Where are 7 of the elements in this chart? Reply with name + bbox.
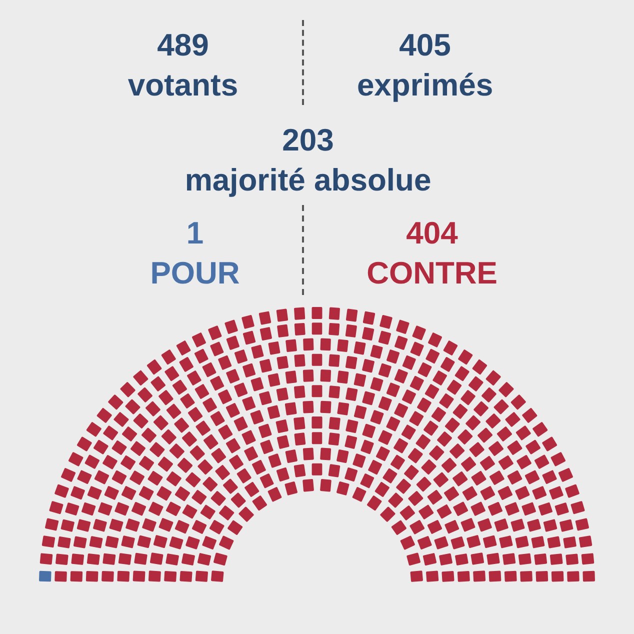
data-label: 404 xyxy=(406,216,459,250)
text: 489 votants xyxy=(128,28,238,102)
text: 405 exprimés xyxy=(356,28,494,102)
text: 203 majorité absolue xyxy=(184,122,432,198)
category-label: POUR xyxy=(150,256,240,290)
category-label: CONTRE xyxy=(366,256,498,290)
data-label: 1 xyxy=(186,216,204,250)
